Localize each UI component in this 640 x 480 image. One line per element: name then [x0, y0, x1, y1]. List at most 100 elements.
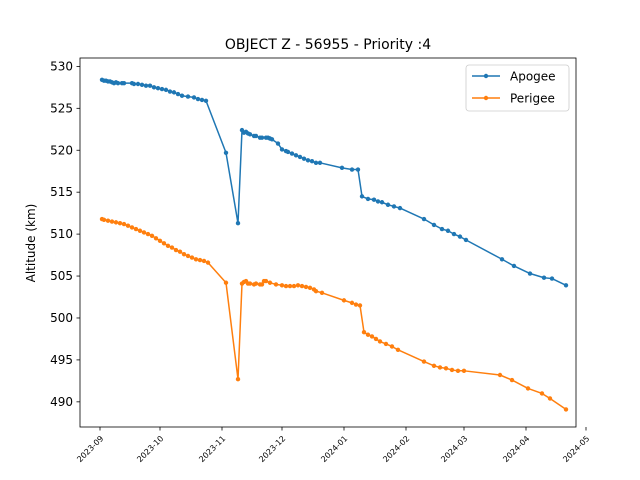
perigee-point: [121, 221, 127, 227]
apogee-point: [365, 196, 371, 202]
apogee-point: [391, 204, 397, 209]
perigee-point: [383, 341, 389, 347]
apogee-point: [199, 97, 205, 103]
apogee-point: [143, 83, 149, 88]
perigee-point: [389, 344, 395, 349]
x-tick-label: 2024-05: [561, 434, 591, 464]
apogee-point: [121, 80, 127, 86]
y-tick-label: 515: [50, 185, 73, 199]
x-tick-label: 2023-11: [197, 434, 227, 464]
apogee-point: [259, 135, 265, 140]
perigee-point: [149, 233, 155, 238]
y-tick-label: 500: [50, 311, 73, 325]
perigee-point: [125, 223, 131, 228]
perigee-point: [267, 280, 273, 285]
y-axis-label: Altitude (km): [24, 204, 38, 283]
perigee-point: [247, 281, 253, 286]
perigee-point: [395, 347, 401, 353]
perigee-point: [357, 303, 363, 308]
perigee-point: [205, 260, 211, 265]
apogee-point: [297, 154, 303, 160]
perigee-point: [313, 288, 319, 294]
apogee-point: [339, 165, 345, 171]
perigee-legend-label: Perigee: [510, 92, 555, 106]
apogee-point: [511, 263, 517, 269]
perigee-point: [455, 368, 461, 374]
apogee-point: [313, 160, 319, 166]
y-tick-label: 505: [50, 269, 73, 283]
apogee-point: [163, 87, 169, 93]
x-tick-label: 2024-04: [501, 434, 531, 464]
perigee-point: [287, 283, 293, 289]
apogee-point: [247, 132, 253, 137]
apogee-point: [275, 141, 281, 146]
perigee-point: [137, 228, 143, 233]
apogee-point: [431, 222, 437, 228]
perigee-point: [165, 243, 171, 249]
apogee-point: [285, 149, 291, 155]
y-tick-label: 495: [50, 353, 73, 367]
perigee-point: [235, 377, 241, 382]
apogee-point: [223, 150, 229, 155]
perigee-point: [253, 281, 259, 286]
perigee-point: [177, 249, 183, 254]
apogee-point: [151, 85, 157, 90]
perigee-point: [497, 372, 503, 378]
apogee-point: [463, 237, 469, 243]
perigee-point: [273, 282, 279, 287]
perigee-point: [169, 245, 175, 250]
apogee-point: [359, 194, 365, 199]
perigee-point: [299, 283, 305, 289]
apogee-point: [375, 199, 381, 204]
perigee-point: [193, 257, 199, 262]
perigee-point: [295, 283, 301, 288]
perigee-point: [279, 283, 285, 288]
apogee-point: [379, 200, 385, 205]
x-tick-label: 2023-09: [75, 434, 105, 464]
apogee-point: [167, 89, 173, 94]
perigee-point: [113, 220, 119, 225]
apogee-point: [115, 80, 121, 86]
perigee-point: [291, 283, 297, 289]
apogee-point: [175, 91, 181, 97]
apogee-point: [309, 158, 315, 164]
x-tick-label: 2023-12: [257, 434, 287, 464]
perigee-point: [341, 298, 347, 303]
x-tick-label: 2024-01: [319, 434, 349, 464]
perigee-point: [353, 302, 359, 307]
apogee-point: [549, 276, 555, 281]
plot-area: [99, 77, 569, 412]
apogee-point: [135, 81, 141, 87]
apogee-point: [317, 160, 323, 166]
apogee-point: [397, 205, 403, 211]
perigee-legend-marker: [483, 95, 489, 101]
perigee-point: [437, 365, 443, 370]
perigee-point: [303, 284, 309, 290]
perigee-point: [101, 217, 107, 223]
perigee-point: [283, 283, 289, 289]
perigee-point: [109, 219, 115, 224]
apogee-legend-marker: [483, 73, 489, 79]
apogee-point: [139, 82, 145, 88]
perigee-point: [263, 278, 269, 284]
perigee-point: [373, 336, 379, 342]
perigee-point: [349, 300, 355, 306]
perigee-point: [153, 236, 159, 241]
apogee-point: [445, 228, 451, 233]
perigee-point: [145, 231, 151, 237]
perigee-point: [361, 330, 367, 335]
perigee-point: [223, 280, 229, 285]
y-tick-label: 530: [50, 59, 73, 73]
apogee-point: [349, 167, 355, 172]
perigee-point: [525, 386, 531, 391]
perigee-point: [161, 241, 167, 246]
apogee-point: [451, 231, 457, 237]
apogee-point: [159, 86, 165, 92]
perigee-point: [547, 396, 553, 401]
x-tick-label: 2023-10: [135, 434, 165, 464]
apogee-point: [355, 167, 361, 172]
apogee-point: [293, 153, 299, 158]
apogee-point: [499, 257, 505, 262]
perigee-point: [189, 255, 195, 260]
apogee-point: [371, 197, 377, 202]
